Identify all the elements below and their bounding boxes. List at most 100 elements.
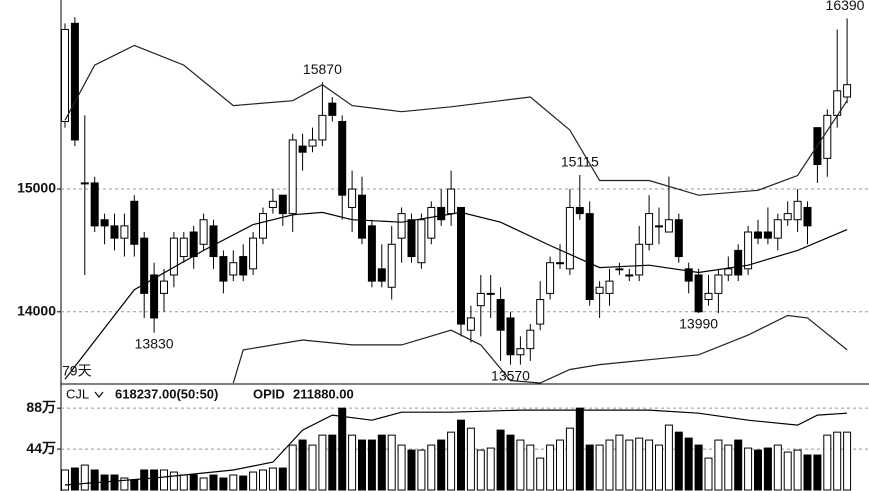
candle-body: [605, 280, 614, 294]
candle-body: [70, 22, 79, 141]
candle-body: [615, 268, 624, 271]
candle-body: [229, 262, 238, 276]
chevron[interactable]: [94, 391, 104, 399]
volume-bar: [160, 469, 168, 491]
volume-bar: [734, 439, 743, 491]
volume-bar: [674, 431, 683, 491]
volume-bar: [90, 469, 99, 491]
indicator-readout: 618237.00(50:50): [115, 386, 218, 401]
period-label: 79天: [62, 363, 92, 379]
candle-body: [298, 145, 307, 153]
volume-bar: [724, 444, 733, 491]
volume-bar: [763, 447, 772, 491]
candle-body: [526, 329, 535, 350]
candle-body: [516, 348, 525, 356]
price-annotation: 13990: [679, 316, 718, 332]
candle-body: [80, 182, 89, 185]
volume-bar: [189, 474, 198, 491]
candle-body: [793, 200, 802, 221]
volume-bar: [259, 469, 267, 491]
volume-bar: [447, 431, 456, 491]
volume-bar: [664, 424, 673, 491]
candle-body: [803, 206, 812, 227]
volume-bar: [229, 474, 238, 491]
oi-readout: 211880.00: [293, 386, 354, 401]
volume-bar: [506, 434, 515, 491]
volume-bar: [268, 467, 277, 491]
candle-body: [130, 200, 139, 245]
candle-body: [664, 219, 673, 233]
price-annotation: 15115: [561, 154, 599, 170]
y-tick-label: 15000: [17, 180, 56, 196]
volume-bar: [457, 419, 465, 491]
y-tick-label: 14000: [17, 303, 56, 319]
candle-body: [457, 206, 465, 325]
volume-bar: [358, 439, 366, 491]
candle-body: [328, 102, 337, 116]
candle-body: [496, 299, 505, 331]
candle-body: [486, 292, 495, 295]
volume-bar: [546, 444, 555, 491]
candle-body: [90, 182, 99, 227]
volume-bar: [387, 434, 396, 491]
volume-bar: [744, 447, 753, 491]
candle-body: [239, 256, 248, 276]
volume-bar: [348, 434, 357, 491]
candle-body: [110, 225, 119, 239]
candle-body: [773, 219, 782, 239]
volume-bar: [556, 439, 564, 491]
volume-bar: [684, 437, 693, 491]
candle-body: [397, 213, 406, 239]
candle-body: [61, 28, 69, 123]
volume-bar: [605, 439, 614, 491]
volume-bar: [209, 474, 218, 491]
volume-bar: [773, 444, 782, 491]
volume-bar: [61, 469, 69, 491]
y-tick-label: 44万: [26, 440, 56, 456]
candle-body: [625, 274, 634, 277]
candle-body: [278, 194, 287, 215]
volume-bar: [645, 439, 654, 491]
candle-body: [843, 84, 852, 98]
volume-bar: [437, 439, 446, 491]
volume-bar: [219, 477, 228, 491]
candle-body: [308, 139, 317, 147]
candle-body: [744, 231, 753, 270]
candle-body: [249, 237, 258, 270]
volume-bar: [120, 477, 129, 491]
volume-bar: [625, 439, 634, 491]
volume-bar: [80, 464, 89, 491]
volume-bar: [486, 447, 495, 491]
candle-body: [645, 213, 654, 245]
volume-bar: [338, 407, 347, 491]
price-annotation: 15870: [303, 61, 342, 77]
volume-bar: [476, 449, 485, 491]
band-line: [64, 44, 848, 196]
candle-body: [575, 206, 584, 215]
volume-bar: [526, 444, 535, 491]
volume-bar: [367, 439, 376, 491]
candle-body: [160, 280, 168, 294]
candle-body: [585, 213, 594, 301]
volume-bar: [843, 431, 852, 491]
oi-line: [64, 409, 848, 486]
candle-body: [259, 213, 267, 239]
candle-body: [169, 237, 178, 276]
volume-bar: [328, 434, 337, 491]
candle-body: [100, 219, 109, 227]
volume-bar: [249, 471, 258, 491]
volume-bar: [140, 469, 149, 491]
volume-bar: [70, 467, 79, 491]
price-annotation: 13570: [491, 367, 530, 383]
volume-bar: [179, 474, 188, 491]
volume-bar: [655, 444, 663, 491]
candle-body: [140, 237, 149, 294]
volume-bar: [635, 437, 644, 491]
candle-body: [674, 219, 683, 258]
volume-bar: [783, 451, 792, 491]
volume-bar: [714, 439, 723, 491]
price-annotation: 16390: [826, 0, 865, 13]
candle-body: [367, 225, 376, 282]
candle-body: [150, 274, 159, 319]
candle-body: [466, 317, 475, 331]
